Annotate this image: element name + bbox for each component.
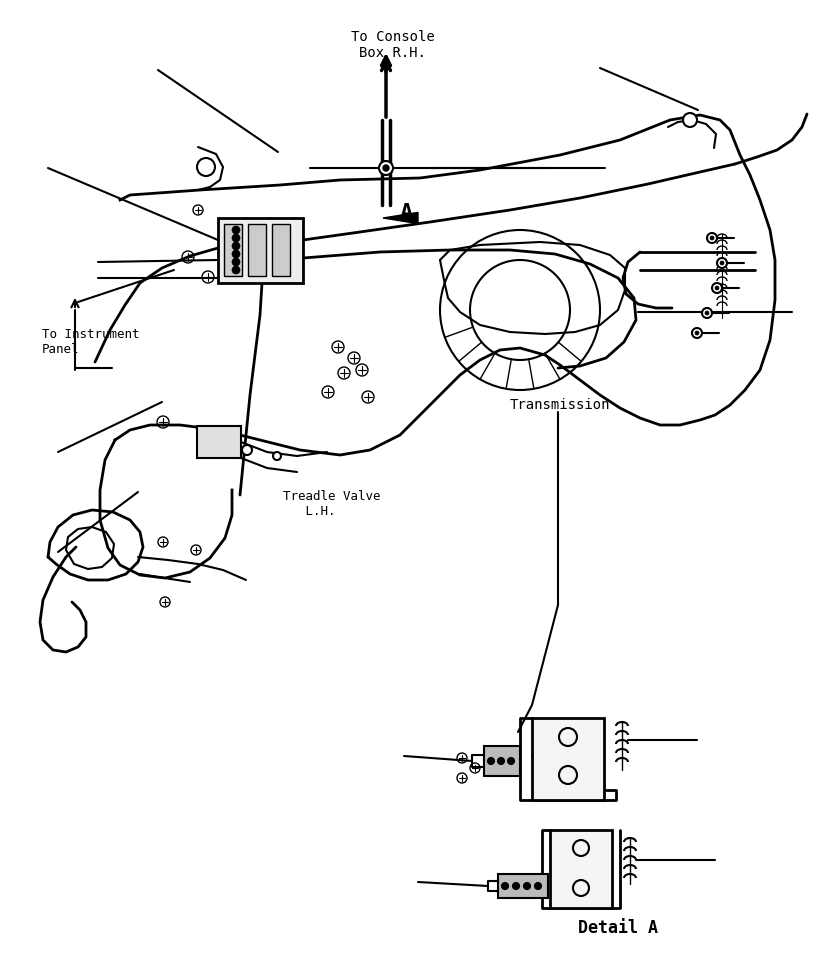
Circle shape — [705, 311, 709, 315]
Bar — [498, 874, 548, 898]
Text: Detail A: Detail A — [578, 919, 658, 937]
Bar — [484, 746, 520, 776]
Polygon shape — [383, 212, 418, 224]
Bar — [224, 224, 242, 276]
Circle shape — [720, 261, 724, 265]
Circle shape — [379, 161, 393, 175]
Circle shape — [523, 882, 531, 890]
Text: A: A — [400, 203, 413, 223]
Bar — [272, 224, 290, 276]
Circle shape — [232, 266, 240, 274]
Circle shape — [535, 882, 541, 890]
Circle shape — [232, 234, 240, 242]
Circle shape — [232, 258, 240, 266]
Circle shape — [692, 328, 702, 338]
Bar — [532, 718, 604, 800]
Circle shape — [707, 233, 717, 243]
Circle shape — [702, 308, 712, 318]
Circle shape — [232, 226, 240, 234]
Text: To Instrument
Panel: To Instrument Panel — [42, 328, 139, 356]
Circle shape — [232, 242, 240, 250]
Circle shape — [232, 250, 240, 258]
Bar — [218, 218, 303, 283]
Circle shape — [710, 236, 714, 240]
Circle shape — [242, 445, 252, 455]
Circle shape — [501, 882, 508, 890]
Circle shape — [507, 757, 515, 765]
Circle shape — [497, 757, 505, 765]
Text: Transmission: Transmission — [510, 398, 611, 412]
Circle shape — [715, 286, 719, 290]
Text: To Console
Box R.H.: To Console Box R.H. — [352, 30, 435, 61]
Text: Treadle Valve
   L.H.: Treadle Valve L.H. — [283, 490, 381, 518]
Circle shape — [487, 757, 495, 765]
Circle shape — [695, 331, 699, 335]
Circle shape — [383, 165, 389, 171]
Bar — [248, 224, 266, 276]
Bar — [197, 426, 241, 458]
Bar — [550, 830, 612, 908]
Circle shape — [273, 452, 281, 460]
Circle shape — [512, 882, 520, 890]
Circle shape — [683, 113, 697, 127]
Circle shape — [712, 283, 722, 293]
Circle shape — [717, 258, 727, 268]
